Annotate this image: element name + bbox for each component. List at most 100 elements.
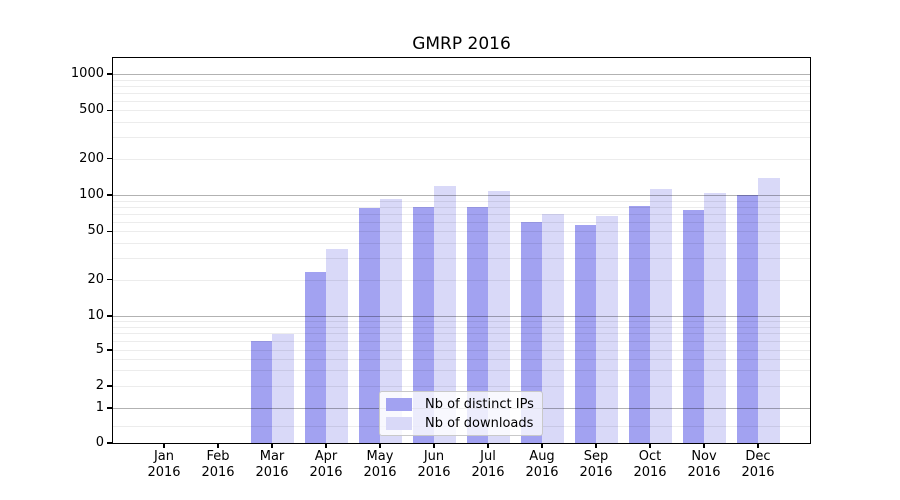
gridline-500 xyxy=(113,110,810,112)
gridline-900 xyxy=(113,79,810,81)
gridline-200 xyxy=(113,158,810,160)
x-tick-mar xyxy=(271,443,273,448)
x-tick-sep xyxy=(595,443,597,448)
gridline-1000 xyxy=(113,74,810,75)
x-tick-may xyxy=(379,443,381,448)
bar-aug-downloads xyxy=(542,213,564,443)
x-tick-jul xyxy=(487,443,489,448)
bar-oct-ips xyxy=(628,206,650,443)
gridline-700 xyxy=(113,92,810,94)
bar-jun-ips xyxy=(412,206,434,443)
y-tick-50 xyxy=(107,230,112,233)
bar-aug-ips xyxy=(520,221,542,443)
gridline-9 xyxy=(113,321,810,323)
bar-apr-downloads xyxy=(326,248,348,443)
x-tick-label-dec: Dec 2016 xyxy=(741,449,775,480)
bar-may-ips xyxy=(358,208,380,443)
legend-swatch-distinct-ips xyxy=(386,398,412,411)
y-tick-label-20: 20 xyxy=(87,271,104,287)
gridline-60 xyxy=(113,221,810,223)
x-tick-label-mar: Mar 2016 xyxy=(255,449,289,480)
y-tick-label-2: 2 xyxy=(95,378,104,393)
x-tick-feb xyxy=(217,443,219,448)
gridline-30 xyxy=(113,258,810,260)
x-tick-oct xyxy=(649,443,651,448)
bar-jul-downloads xyxy=(488,191,510,443)
gridline-800 xyxy=(113,85,810,87)
x-tick-jan xyxy=(163,443,165,448)
y-tick-5 xyxy=(107,349,112,351)
x-tick-label-sep: Sep 2016 xyxy=(579,449,613,480)
y-tick-label-50: 50 xyxy=(87,223,104,239)
gridline-6 xyxy=(113,341,810,343)
y-tick-10 xyxy=(107,315,112,317)
y-tick-label-0: 0 xyxy=(95,435,104,450)
y-tick-100 xyxy=(107,194,112,196)
bar-sep-ips xyxy=(574,224,596,443)
gridline-20 xyxy=(113,279,810,281)
y-tick-500 xyxy=(107,109,112,112)
y-tick-label-1000: 1000 xyxy=(70,66,104,81)
y-tick-label-500: 500 xyxy=(79,102,104,118)
x-tick-label-jul: Jul 2016 xyxy=(471,449,505,480)
gridline-80 xyxy=(113,206,810,208)
bar-mar-downloads xyxy=(272,333,294,443)
legend-entry-downloads: Nb of downloads xyxy=(380,414,542,433)
bar-nov-ips xyxy=(682,210,704,443)
gridline-5 xyxy=(113,350,810,351)
gridline-7 xyxy=(113,333,810,335)
x-tick-dec xyxy=(757,443,759,448)
gridline-90 xyxy=(113,200,810,202)
bar-oct-downloads xyxy=(650,189,672,443)
x-tick-apr xyxy=(325,443,327,448)
y-tick-label-10: 10 xyxy=(87,308,104,323)
bar-may-downloads xyxy=(380,199,402,443)
x-tick-aug xyxy=(541,443,543,448)
x-tick-label-apr: Apr 2016 xyxy=(309,449,343,480)
bar-dec-downloads xyxy=(758,178,780,443)
x-tick-label-may: May 2016 xyxy=(363,449,397,480)
y-tick-1000 xyxy=(107,73,112,75)
bar-jun-downloads xyxy=(434,185,456,443)
y-tick-label-200: 200 xyxy=(79,150,104,166)
bar-mar-ips xyxy=(250,341,272,443)
gridline-400 xyxy=(113,122,810,124)
x-tick-label-aug: Aug 2016 xyxy=(525,449,559,480)
legend: Nb of distinct IPs Nb of downloads xyxy=(379,391,543,436)
bar-jul-ips xyxy=(466,207,488,443)
y-tick-2 xyxy=(107,385,112,387)
y-tick-label-100: 100 xyxy=(79,187,104,202)
gridline-8 xyxy=(113,326,810,328)
y-tick-label-5: 5 xyxy=(95,342,104,357)
y-tick-label-1: 1 xyxy=(95,400,104,415)
x-tick-nov xyxy=(703,443,705,448)
gridline-300 xyxy=(113,137,810,139)
gridline-3 xyxy=(113,370,810,372)
bar-dec-ips xyxy=(736,195,758,443)
x-tick-label-jun: Jun 2016 xyxy=(417,449,451,480)
bar-sep-downloads xyxy=(596,216,618,443)
y-tick-20 xyxy=(107,278,112,281)
gridline-40 xyxy=(113,243,810,245)
legend-label-distinct-ips: Nb of distinct IPs xyxy=(425,397,534,412)
x-tick-label-oct: Oct 2016 xyxy=(633,449,667,480)
y-tick-0 xyxy=(107,442,112,444)
gridline-600 xyxy=(113,100,810,102)
gridline-70 xyxy=(113,213,810,215)
legend-label-downloads: Nb of downloads xyxy=(425,416,534,431)
gridline-4 xyxy=(113,358,810,360)
legend-entry-distinct-ips: Nb of distinct IPs xyxy=(380,395,542,414)
legend-swatch-downloads xyxy=(386,417,412,430)
chart-title: GMRP 2016 xyxy=(412,34,511,54)
y-tick-200 xyxy=(107,157,112,160)
x-tick-label-nov: Nov 2016 xyxy=(687,449,721,480)
bar-apr-ips xyxy=(304,272,326,443)
gridline-10 xyxy=(113,316,810,317)
x-tick-label-feb: Feb 2016 xyxy=(201,449,235,480)
y-tick-1 xyxy=(107,407,112,409)
x-tick-jun xyxy=(433,443,435,448)
x-tick-label-jan: Jan 2016 xyxy=(147,449,181,480)
gridline-100 xyxy=(113,195,810,196)
plot-area xyxy=(113,58,810,443)
